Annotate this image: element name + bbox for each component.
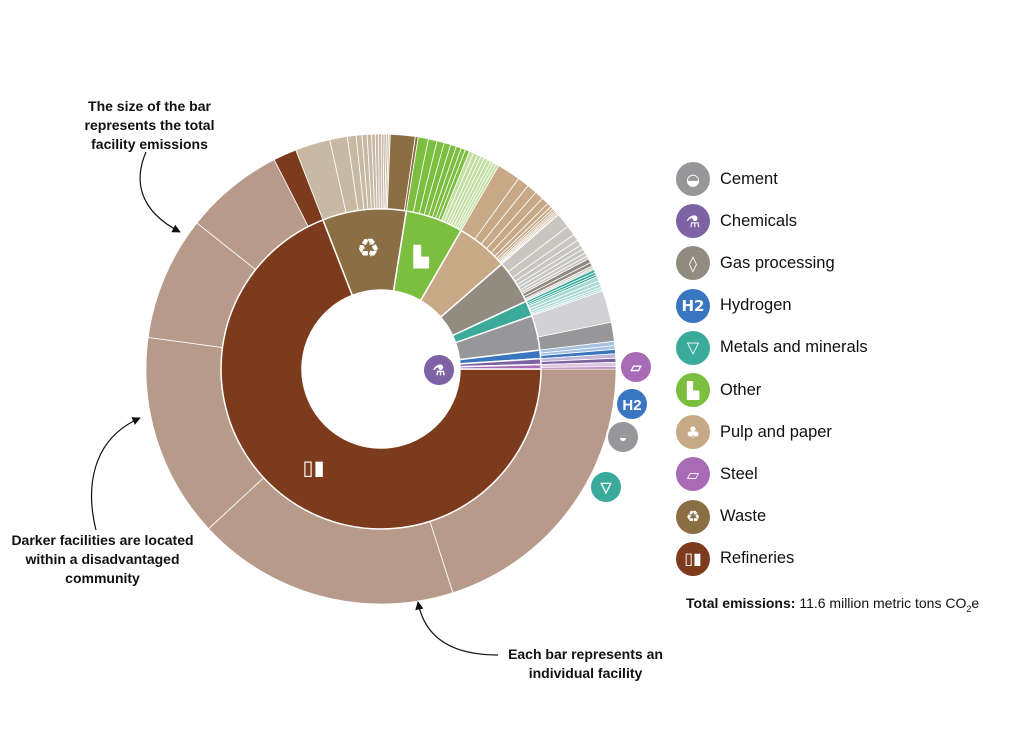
legend-item-steel: ▱ Steel bbox=[676, 453, 868, 495]
legend-label: Hydrogen bbox=[720, 296, 792, 315]
category-slice-steel bbox=[459, 363, 542, 370]
legend-item-metals: ▽ Metals and minerals bbox=[676, 327, 868, 369]
legend-label: Pulp and paper bbox=[720, 422, 832, 441]
steel-icon: ▱ bbox=[676, 457, 710, 492]
steel-icon: ▱ bbox=[619, 350, 653, 384]
legend-symbol: ⚗ bbox=[685, 211, 701, 231]
arrow-dac bbox=[91, 417, 141, 531]
legend-item-pulp: ♣ Pulp and paper bbox=[676, 411, 868, 453]
svg-text:⚗: ⚗ bbox=[433, 362, 446, 378]
minecart-icon: ▽ bbox=[589, 470, 623, 504]
legend-symbol: ▱ bbox=[686, 464, 700, 484]
legend-item-cement: ◒ Cement bbox=[676, 158, 868, 200]
hydrogen-icon: H2 bbox=[676, 288, 710, 323]
legend-label: Refineries bbox=[720, 549, 795, 568]
annotation-bar-size: The size of the bar represents the total… bbox=[84, 98, 215, 152]
recycle-icon: ♻ bbox=[676, 499, 710, 534]
legend-item-other: ▙ Other bbox=[676, 369, 868, 411]
total-emissions-label: Total emissions: bbox=[686, 595, 796, 611]
legend-symbol: ♻ bbox=[685, 507, 701, 527]
factory-icon: ▙ bbox=[676, 373, 710, 408]
svg-text:▱: ▱ bbox=[630, 359, 643, 375]
legend-symbol: H2 bbox=[681, 296, 705, 315]
hydrogen-icon: H2 bbox=[615, 387, 649, 421]
legend-label: Steel bbox=[720, 464, 758, 483]
flask-icon: ⚗ bbox=[422, 353, 456, 387]
legend-label: Metals and minerals bbox=[720, 338, 868, 357]
legend-symbol: ▽ bbox=[686, 338, 700, 358]
legend-symbol: ♣ bbox=[685, 422, 701, 442]
legend-symbol: ▯▮ bbox=[684, 549, 702, 569]
cement-icon: ◒ bbox=[676, 162, 710, 197]
legend-symbol: ◊ bbox=[689, 253, 697, 273]
legend-item-hydrogen: H2 Hydrogen bbox=[676, 285, 868, 327]
recycle-icon: ♻ bbox=[357, 234, 380, 264]
cement-icon: ◒ bbox=[606, 420, 640, 454]
refinery-icon: ▯▮ bbox=[676, 541, 710, 576]
facility-bar-steel-1 bbox=[540, 366, 617, 370]
annotation-disadvantaged: Darker facilities are located within a d… bbox=[11, 532, 194, 586]
annotation-each-bar: Each bar represents an individual facili… bbox=[508, 646, 663, 681]
legend-label: Chemicals bbox=[720, 211, 798, 230]
category-icons: ▯▮ ♻ ▙ ▱ H2 ◒ ▽ ⚗ bbox=[303, 234, 653, 504]
minecart-icon: ▽ bbox=[676, 330, 710, 365]
annotation-arrows bbox=[91, 151, 499, 656]
legend: ◒ Cement ⚗ Chemicals ◊ Gas processing H2 Hydrog… bbox=[676, 158, 868, 580]
arrow-bar bbox=[415, 601, 499, 656]
legend-item-gas: ◊ Gas processing bbox=[676, 242, 868, 284]
tree-icon: ♣ bbox=[676, 415, 710, 450]
flask-icon: ⚗ bbox=[676, 204, 710, 239]
refinery-icon: ▯▮ bbox=[303, 456, 325, 480]
category-slice-refineries bbox=[220, 218, 542, 530]
total-emissions: Total emissions: 11.6 million metric ton… bbox=[686, 595, 979, 614]
legend-item-chemicals: ⚗ Chemicals bbox=[676, 200, 868, 242]
svg-text:▽: ▽ bbox=[600, 479, 613, 495]
svg-text:◒: ◒ bbox=[619, 429, 627, 445]
total-emissions-value: 11.6 million metric tons CO bbox=[799, 595, 967, 611]
facility-ring bbox=[145, 133, 617, 605]
svg-text:H2: H2 bbox=[622, 397, 641, 414]
legend-symbol: ▙ bbox=[686, 380, 700, 400]
legend-symbol: ◒ bbox=[686, 169, 700, 189]
legend-label: Cement bbox=[720, 169, 778, 188]
arrow-size bbox=[139, 151, 181, 233]
legend-item-waste: ♻ Waste bbox=[676, 496, 868, 538]
legend-item-refineries: ▯▮ Refineries bbox=[676, 538, 868, 580]
legend-label: Other bbox=[720, 380, 762, 399]
legend-label: Waste bbox=[720, 507, 767, 526]
total-emissions-subscript: 2 bbox=[966, 603, 972, 614]
legend-label: Gas processing bbox=[720, 253, 835, 272]
total-emissions-suffix: e bbox=[971, 595, 980, 611]
category-ring bbox=[220, 208, 542, 530]
flame-icon: ◊ bbox=[676, 246, 710, 281]
factory-icon: ▙ bbox=[412, 244, 429, 268]
